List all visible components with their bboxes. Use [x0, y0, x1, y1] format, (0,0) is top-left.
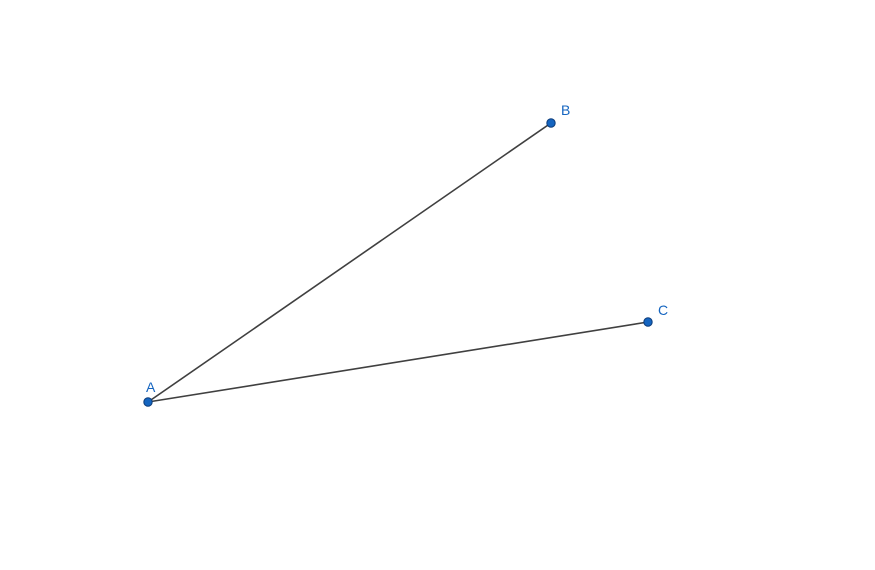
nodes-layer [144, 119, 652, 406]
edge-A-C [148, 322, 648, 402]
point-label-A: A [146, 379, 156, 395]
edges-layer [148, 123, 648, 402]
point-B[interactable] [547, 119, 555, 127]
geometry-diagram: A B C [0, 0, 875, 570]
labels-layer: A B C [146, 102, 668, 395]
point-label-C: C [658, 302, 668, 318]
edge-A-B [148, 123, 551, 402]
point-A[interactable] [144, 398, 152, 406]
point-label-B: B [561, 102, 570, 118]
point-C[interactable] [644, 318, 652, 326]
